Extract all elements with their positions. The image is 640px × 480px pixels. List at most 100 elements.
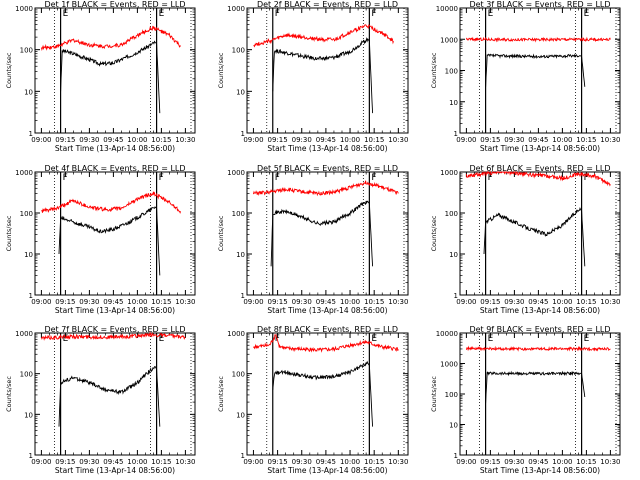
x-tick-label: 10:00 — [340, 136, 360, 144]
y-tick-label: 1 — [29, 130, 33, 138]
lld-series-line — [465, 36, 611, 43]
lld-series-line — [40, 25, 181, 52]
x-tick-label: 09:00 — [243, 458, 263, 466]
event-marker-label: E — [63, 9, 69, 19]
y-axis-label: Counts/sec — [217, 52, 225, 88]
y-tick-label: 100 — [20, 47, 33, 55]
x-tick-label: 09:45 — [103, 458, 123, 466]
y-tick-label: 1 — [241, 130, 245, 138]
x-tick-label: 10:00 — [552, 458, 572, 466]
event-marker-label: E — [488, 334, 494, 344]
panel-title: Det 6f BLACK = Events, RED = LLD — [469, 164, 610, 173]
plot-frame — [459, 7, 621, 134]
y-tick-label: 10 — [236, 411, 245, 419]
lld-series-line — [253, 24, 394, 48]
x-tick-label: 09:15 — [480, 136, 500, 144]
y-axis-label: Counts/sec — [217, 376, 225, 412]
events-series-line — [483, 207, 586, 267]
event-marker-label: F — [275, 173, 280, 183]
plot-frame — [459, 171, 621, 296]
y-tick-label: 10000 — [436, 5, 458, 13]
x-tick-label: 10:00 — [127, 458, 147, 466]
plot-frame — [34, 171, 196, 296]
detector-panel: Det 5f BLACK = Events, RED = LLD 1 10 100 10… — [217, 164, 409, 315]
x-tick-label: 09:30 — [79, 298, 99, 306]
detector-panel: Det 9f BLACK = Events, RED = LLD 1 10 100 10… — [430, 325, 621, 475]
x-tick-label: 10:30 — [600, 458, 620, 466]
events-series-line — [60, 40, 161, 114]
x-tick-label: 10:30 — [388, 458, 408, 466]
x-tick-label: 09:30 — [504, 298, 524, 306]
y-tick-label: 1 — [454, 130, 458, 138]
lld-series-line — [465, 170, 611, 187]
y-tick-label: 1000 — [440, 361, 458, 369]
x-tick-label: 09:00 — [31, 458, 51, 466]
y-tick-label: 1000 — [15, 5, 33, 13]
y-tick-label: 100 — [445, 210, 458, 218]
x-tick-label: 09:15 — [55, 298, 75, 306]
x-tick-label: 09:15 — [480, 298, 500, 306]
y-tick-label: 10 — [24, 411, 33, 419]
detector-panel: Det 4f BLACK = Events, RED = LLD 1 10 100 10… — [5, 164, 196, 315]
x-tick-label: 09:45 — [528, 298, 548, 306]
y-tick-label: 10 — [449, 251, 458, 259]
detector-panel: Det 8f BLACK = Events, RED = LLD 1 10 100 10… — [217, 325, 409, 475]
x-tick-label: 09:15 — [267, 136, 287, 144]
x-tick-label: 10:15 — [576, 136, 596, 144]
y-tick-label: 1000 — [227, 5, 245, 13]
y-tick-label: 10 — [236, 251, 245, 259]
y-tick-label: 100 — [20, 210, 33, 218]
x-axis-label: Start Time (13-Apr-14 08:56:00) — [267, 144, 387, 153]
y-tick-label: 1 — [29, 452, 33, 460]
y-tick-label: 10 — [449, 422, 458, 430]
x-tick-label: 09:00 — [31, 298, 51, 306]
x-tick-label: 09:30 — [504, 458, 524, 466]
x-tick-label: 10:30 — [175, 136, 195, 144]
x-tick-label: 09:30 — [504, 136, 524, 144]
y-tick-label: 1000 — [227, 330, 245, 338]
x-tick-label: 10:30 — [388, 136, 408, 144]
lld-series-line — [465, 345, 611, 352]
y-tick-label: 10 — [24, 251, 33, 259]
y-tick-label: 100 — [232, 210, 245, 218]
events-series-line — [272, 37, 374, 114]
x-tick-label: 09:15 — [267, 298, 287, 306]
event-marker-label: F — [371, 173, 376, 183]
detector-panel: Det 7f BLACK = Events, RED = LLD 1 10 100 10… — [5, 325, 196, 475]
x-tick-label: 09:00 — [456, 298, 476, 306]
x-tick-label: 09:30 — [292, 458, 312, 466]
event-marker-label: E — [584, 9, 590, 19]
detector-panel: Det 2f BLACK = Events, RED = LLD 1 10 100 10… — [217, 0, 409, 153]
x-tick-label: 10:15 — [151, 298, 171, 306]
event-marker-label: F — [584, 173, 589, 183]
y-axis-label: Counts/sec — [430, 52, 438, 88]
x-tick-label: 10:30 — [175, 298, 195, 306]
x-tick-label: 10:00 — [127, 298, 147, 306]
events-series-line — [58, 365, 161, 427]
event-marker-label: F — [371, 9, 376, 19]
lld-series-line — [253, 334, 399, 353]
event-marker-label: E — [371, 334, 377, 344]
y-axis-label: Counts/sec — [430, 215, 438, 251]
event-marker-label: F — [488, 173, 493, 183]
event-marker-label: F — [63, 173, 68, 183]
y-tick-label: 100 — [445, 68, 458, 76]
x-axis-label: Start Time (13-Apr-14 08:56:00) — [480, 306, 600, 315]
x-tick-label: 10:30 — [600, 298, 620, 306]
plot-frame — [34, 7, 196, 134]
x-tick-label: 10:15 — [151, 136, 171, 144]
panel-title: Det 8f BLACK = Events, RED = LLD — [257, 325, 398, 334]
y-tick-label: 1000 — [15, 330, 33, 338]
x-tick-label: 10:15 — [576, 298, 596, 306]
x-tick-label: 09:15 — [480, 458, 500, 466]
x-axis-label: Start Time (13-Apr-14 08:56:00) — [55, 306, 175, 315]
x-tick-label: 09:45 — [316, 458, 336, 466]
y-tick-label: 100 — [232, 47, 245, 55]
plot-frame — [246, 7, 409, 134]
x-tick-label: 09:45 — [316, 136, 336, 144]
y-tick-label: 1 — [454, 292, 458, 300]
y-tick-label: 100 — [445, 391, 458, 399]
panel-title: Det 9f BLACK = Events, RED = LLD — [469, 325, 610, 334]
x-tick-label: 10:00 — [127, 136, 147, 144]
